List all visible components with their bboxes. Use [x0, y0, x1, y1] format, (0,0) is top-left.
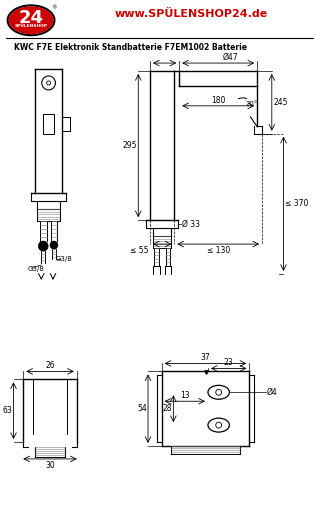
Text: 245: 245: [274, 98, 288, 107]
Circle shape: [50, 241, 58, 249]
Text: ®: ®: [52, 6, 57, 11]
Text: ≤ 370: ≤ 370: [285, 199, 309, 209]
Text: G3/8: G3/8: [27, 266, 44, 272]
Text: 28: 28: [163, 404, 173, 413]
Text: 26: 26: [45, 361, 55, 370]
Text: 54: 54: [137, 404, 147, 413]
Text: G3/8: G3/8: [56, 256, 73, 262]
Text: ≤ 130: ≤ 130: [207, 246, 230, 255]
Bar: [43, 114, 54, 134]
Text: Ø47: Ø47: [223, 53, 239, 62]
Text: 63: 63: [3, 406, 13, 415]
Text: ≤ 55: ≤ 55: [130, 246, 148, 255]
Circle shape: [38, 241, 48, 251]
Text: 23: 23: [224, 358, 234, 368]
Text: 37: 37: [201, 354, 210, 362]
Text: 13: 13: [180, 391, 190, 400]
Text: 30: 30: [45, 461, 55, 470]
Text: Ø4: Ø4: [267, 388, 278, 397]
Text: 20°: 20°: [246, 101, 258, 107]
Text: Ø 33: Ø 33: [182, 219, 200, 229]
Text: 180: 180: [211, 96, 225, 105]
Text: www.SPÜLENSHOP24.de: www.SPÜLENSHOP24.de: [114, 9, 268, 19]
Text: 24: 24: [19, 9, 44, 27]
Text: KWC F7E Elektronik Standbatterie F7EM1002 Batterie: KWC F7E Elektronik Standbatterie F7EM100…: [14, 43, 246, 51]
Text: 295: 295: [123, 141, 137, 150]
Ellipse shape: [9, 6, 53, 34]
Text: SPÜLENSHOP: SPÜLENSHOP: [15, 24, 47, 28]
